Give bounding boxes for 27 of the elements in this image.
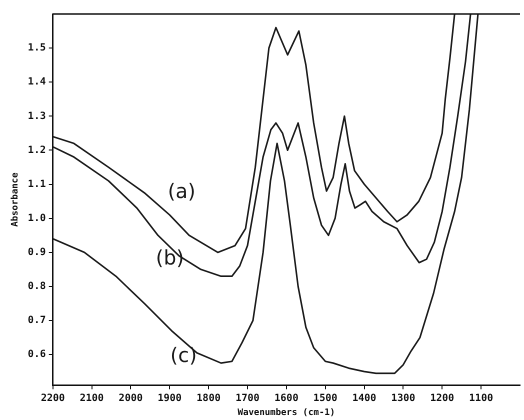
x-tick-label: 1300 — [391, 392, 416, 404]
y-axis-title: Absorbance — [10, 172, 21, 227]
x-tick-label: 1700 — [235, 392, 260, 404]
y-tick-label: 0.6 — [28, 349, 46, 360]
x-tick-label: 1200 — [430, 392, 454, 404]
y-tick-label: 1.1 — [28, 178, 46, 190]
y-tick-label: 0.9 — [28, 246, 46, 258]
x-tick-label: 1800 — [196, 392, 221, 404]
x-tick-label: 1900 — [158, 392, 182, 404]
y-tick-label: 0.7 — [28, 315, 46, 326]
x-axis-title: Wavenumbers (cm-1) — [238, 408, 336, 418]
y-tick-label: 1.2 — [28, 144, 46, 156]
series-label: (c) — [170, 342, 197, 367]
x-tick-label: 1100 — [469, 392, 494, 404]
x-tick-label: 1600 — [274, 392, 298, 404]
x-tick-label: 1500 — [313, 392, 338, 404]
series-label: (a) — [168, 179, 196, 204]
x-tick-label: 2000 — [118, 392, 143, 404]
y-tick-label: 1.5 — [28, 42, 46, 54]
x-tick-label: 1400 — [352, 392, 376, 404]
y-tick-label: 0.8 — [28, 281, 46, 292]
y-tick-label: 1.0 — [28, 212, 46, 224]
y-tick-label: 1.4 — [28, 76, 46, 88]
series-label: (b) — [156, 246, 184, 270]
x-tick-label: 2100 — [80, 392, 104, 404]
x-tick-label: 2200 — [40, 392, 65, 404]
y-tick-label: 1.3 — [28, 110, 46, 122]
